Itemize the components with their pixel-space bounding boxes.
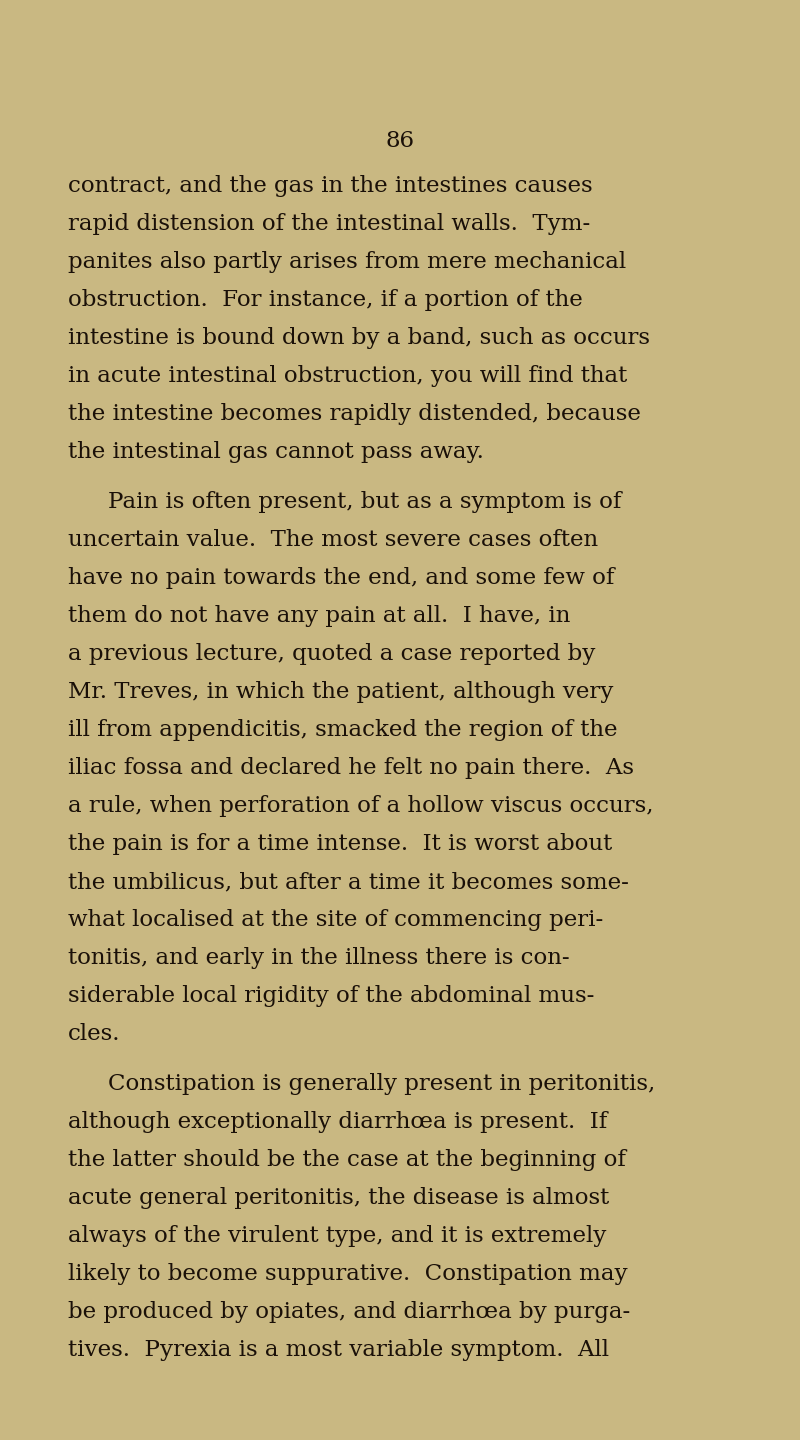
Text: always of the virulent type, and it is extremely: always of the virulent type, and it is e… — [68, 1225, 606, 1247]
Text: although exceptionally diarrhœa is present.  If: although exceptionally diarrhœa is prese… — [68, 1112, 607, 1133]
Text: Mr. Treves, in which the patient, although very: Mr. Treves, in which the patient, althou… — [68, 681, 614, 703]
Text: a previous lecture, quoted a case reported by: a previous lecture, quoted a case report… — [68, 644, 595, 665]
Text: ill from appendicitis, smacked the region of the: ill from appendicitis, smacked the regio… — [68, 719, 618, 742]
Text: acute general peritonitis, the disease is almost: acute general peritonitis, the disease i… — [68, 1187, 610, 1210]
Text: tonitis, and early in the illness there is con-: tonitis, and early in the illness there … — [68, 948, 570, 969]
Text: the latter should be the case at the beginning of: the latter should be the case at the beg… — [68, 1149, 626, 1171]
Text: Constipation is generally present in peritonitis,: Constipation is generally present in per… — [108, 1073, 655, 1094]
Text: likely to become suppurative.  Constipation may: likely to become suppurative. Constipati… — [68, 1263, 628, 1284]
Text: 86: 86 — [386, 130, 414, 153]
Text: them do not have any pain at all.  I have, in: them do not have any pain at all. I have… — [68, 605, 570, 626]
Text: siderable local rigidity of the abdominal mus-: siderable local rigidity of the abdomina… — [68, 985, 594, 1007]
Text: contract, and the gas in the intestines causes: contract, and the gas in the intestines … — [68, 176, 593, 197]
Text: tives.  Pyrexia is a most variable symptom.  All: tives. Pyrexia is a most variable sympto… — [68, 1339, 609, 1361]
Text: iliac fossa and declared he felt no pain there.  As: iliac fossa and declared he felt no pain… — [68, 757, 634, 779]
Text: the pain is for a time intense.  It is worst about: the pain is for a time intense. It is wo… — [68, 832, 612, 855]
Text: the intestinal gas cannot pass away.: the intestinal gas cannot pass away. — [68, 441, 484, 464]
Text: Pain is often present, but as a symptom is of: Pain is often present, but as a symptom … — [108, 491, 622, 513]
Text: rapid distension of the intestinal walls.  Tym-: rapid distension of the intestinal walls… — [68, 213, 590, 235]
Text: in acute intestinal obstruction, you will find that: in acute intestinal obstruction, you wil… — [68, 364, 627, 387]
Text: have no pain towards the end, and some few of: have no pain towards the end, and some f… — [68, 567, 614, 589]
Text: the umbilicus, but after a time it becomes some-: the umbilicus, but after a time it becom… — [68, 871, 629, 893]
Text: cles.: cles. — [68, 1022, 121, 1045]
Text: be produced by opiates, and diarrhœa by purga-: be produced by opiates, and diarrhœa by … — [68, 1300, 630, 1323]
Text: uncertain value.  The most severe cases often: uncertain value. The most severe cases o… — [68, 528, 598, 552]
Text: obstruction.  For instance, if a portion of the: obstruction. For instance, if a portion … — [68, 289, 582, 311]
Text: intestine is bound down by a band, such as occurs: intestine is bound down by a band, such … — [68, 327, 650, 348]
Text: the intestine becomes rapidly distended, because: the intestine becomes rapidly distended,… — [68, 403, 641, 425]
Text: what localised at the site of commencing peri-: what localised at the site of commencing… — [68, 909, 603, 932]
Text: a rule, when perforation of a hollow viscus occurs,: a rule, when perforation of a hollow vis… — [68, 795, 654, 816]
Text: panites also partly arises from mere mechanical: panites also partly arises from mere mec… — [68, 251, 626, 274]
